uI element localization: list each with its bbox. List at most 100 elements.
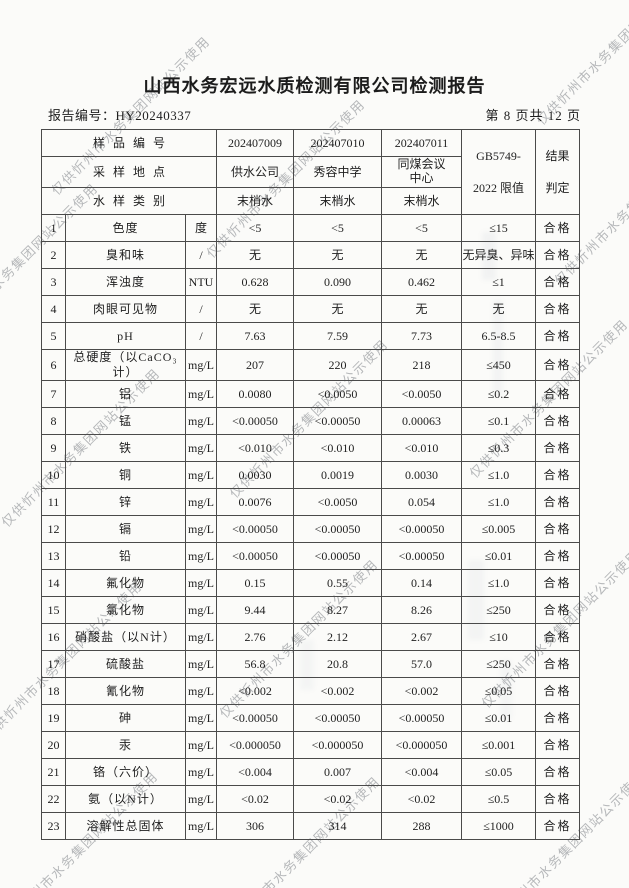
sampling-location-row-label: 采样地点 (41, 156, 217, 188)
parameter-name-cell: 锌 (65, 488, 186, 516)
result-judgment-cell: 合格 (535, 488, 580, 516)
sample3-value-cell: 无 (381, 295, 462, 323)
table-row: 9 铁 mg/L <0.010 <0.010 <0.010 ≤0.3 合格 (41, 434, 580, 462)
unit-cell: mg/L (185, 731, 217, 759)
sample1-value-cell: 无 (216, 295, 294, 323)
sample-category-row-label: 水样类别 (41, 187, 217, 215)
parameter-name-cell: 溶解性总固体 (65, 812, 186, 840)
row-number-cell: 4 (41, 295, 66, 323)
sample2-location-cell: 秀容中学 (293, 156, 382, 188)
table-row: 11 锌 mg/L 0.0076 <0.0050 0.054 ≤1.0 合格 (41, 488, 580, 516)
sample2-value-cell: 7.59 (293, 322, 382, 350)
table-row: 23 溶解性总固体 mg/L 306 314 288 ≤1000 合格 (41, 812, 580, 840)
limit-value-cell: ≤0.2 (461, 380, 536, 408)
limit-value-cell: ≤250 (461, 650, 536, 678)
sample3-value-cell: <0.002 (381, 677, 462, 705)
sample1-value-cell: 0.15 (216, 569, 294, 597)
unit-cell: mg/L (185, 812, 217, 840)
row-number-cell: 22 (41, 785, 66, 813)
sample1-value-cell: <0.004 (216, 758, 294, 786)
limit-value-cell: ≤15 (461, 214, 536, 242)
parameter-name-cell: 氨（以N计） (65, 785, 186, 813)
sample2-category-cell: 末梢水 (293, 187, 382, 215)
limit-value-cell: ≤0.05 (461, 677, 536, 705)
limit-value-cell: ≤0.05 (461, 758, 536, 786)
sample1-value-cell: 无 (216, 241, 294, 269)
unit-cell: mg/L (185, 758, 217, 786)
limit-value-cell: 无异臭、异味 (461, 241, 536, 269)
unit-cell: / (185, 241, 217, 269)
sample3-value-cell: <0.00050 (381, 704, 462, 732)
sample3-location-text: 同煤会议中心 (397, 157, 446, 185)
result-judgment-cell: 合格 (535, 677, 580, 705)
row-number-cell: 23 (41, 812, 66, 840)
sample2-value-cell: <0.0050 (293, 380, 382, 408)
sample1-value-cell: <0.00050 (216, 515, 294, 543)
limit-value-cell: ≤1.0 (461, 461, 536, 489)
unit-cell: mg/L (185, 569, 217, 597)
parameter-name-cell: 硫酸盐 (65, 650, 186, 678)
sample-id-row-label: 样品编号 (41, 129, 217, 157)
limit-value-cell: ≤0.001 (461, 731, 536, 759)
table-row: 3 浑浊度 NTU 0.628 0.090 0.462 ≤1 合格 (41, 268, 580, 296)
meta-row: 报告编号：HY20240337 第 8 页共 12 页 (0, 105, 629, 123)
table-row: 10 铜 mg/L 0.0030 0.0019 0.0030 ≤1.0 合格 (41, 461, 580, 489)
unit-cell: mg/L (185, 785, 217, 813)
sample2-value-cell: <0.00050 (293, 515, 382, 543)
limit-value-cell: ≤1 (461, 268, 536, 296)
row-number-cell: 5 (41, 322, 66, 350)
unit-cell: mg/L (185, 349, 217, 381)
sample-id-header-row: 样品编号 202407009 202407010 202407011 GB574… (41, 129, 580, 215)
result-judgment-cell: 合格 (535, 704, 580, 732)
sample3-value-cell: <0.000050 (381, 731, 462, 759)
sample2-value-cell: <0.00050 (293, 542, 382, 570)
sample3-value-cell: 7.73 (381, 322, 462, 350)
sample1-value-cell: <0.002 (216, 677, 294, 705)
parameter-name-cell: 铁 (65, 434, 186, 462)
parameter-name-cell: 氰化物 (65, 677, 186, 705)
unit-cell: mg/L (185, 515, 217, 543)
table-row: 16 硝酸盐（以N计） mg/L 2.76 2.12 2.67 ≤10 合格 (41, 623, 580, 651)
limit-value-cell: ≤0.005 (461, 515, 536, 543)
sample3-value-cell: 57.0 (381, 650, 462, 678)
row-number-cell: 19 (41, 704, 66, 732)
table-row: 1 色度 度 <5 <5 <5 ≤15 合格 (41, 214, 580, 242)
sample1-value-cell: 0.628 (216, 268, 294, 296)
sample3-value-cell: <0.004 (381, 758, 462, 786)
sample1-value-cell: 56.8 (216, 650, 294, 678)
unit-cell: mg/L (185, 623, 217, 651)
sample1-value-cell: 207 (216, 349, 294, 381)
unit-cell: 度 (185, 214, 217, 242)
row-number-cell: 20 (41, 731, 66, 759)
result-judgment-cell: 合格 (535, 569, 580, 597)
parameter-name-cell: 铬（六价） (65, 758, 186, 786)
sample2-id-cell: 202407010 (293, 129, 382, 157)
result-judgment-cell: 合格 (535, 214, 580, 242)
sample2-value-cell: 2.12 (293, 623, 382, 651)
parameter-name-cell: 锰 (65, 407, 186, 435)
result-judgment-cell: 合格 (535, 434, 580, 462)
result-judgment-cell: 合格 (535, 731, 580, 759)
sample3-value-cell: 2.67 (381, 623, 462, 651)
report-number-label: 报告编号： (48, 108, 116, 123)
sample1-value-cell: 0.0080 (216, 380, 294, 408)
parameter-name-cell: 臭和味 (65, 241, 186, 269)
row-number-cell: 10 (41, 461, 66, 489)
sample1-value-cell: 2.76 (216, 623, 294, 651)
result-judgment-cell: 合格 (535, 785, 580, 813)
sample2-value-cell: <0.0050 (293, 488, 382, 516)
row-number-cell: 9 (41, 434, 66, 462)
limit-value-cell: ≤1000 (461, 812, 536, 840)
parameter-name-cell: 汞 (65, 731, 186, 759)
result-judgment-cell: 合格 (535, 542, 580, 570)
sample2-value-cell: 0.090 (293, 268, 382, 296)
sample3-value-cell: 8.26 (381, 596, 462, 624)
row-number-cell: 18 (41, 677, 66, 705)
page-title: 山西水务宏远水质检测有限公司检测报告 (143, 76, 486, 96)
limit-value-cell: 6.5-8.5 (461, 322, 536, 350)
row-number-cell: 7 (41, 380, 66, 408)
sample-category-header-row: 水样类别 末梢水 末梢水 末梢水 (41, 187, 580, 215)
sample3-value-cell: <0.010 (381, 434, 462, 462)
sample3-value-cell: <0.0050 (381, 380, 462, 408)
result-judgment-cell: 合格 (535, 461, 580, 489)
